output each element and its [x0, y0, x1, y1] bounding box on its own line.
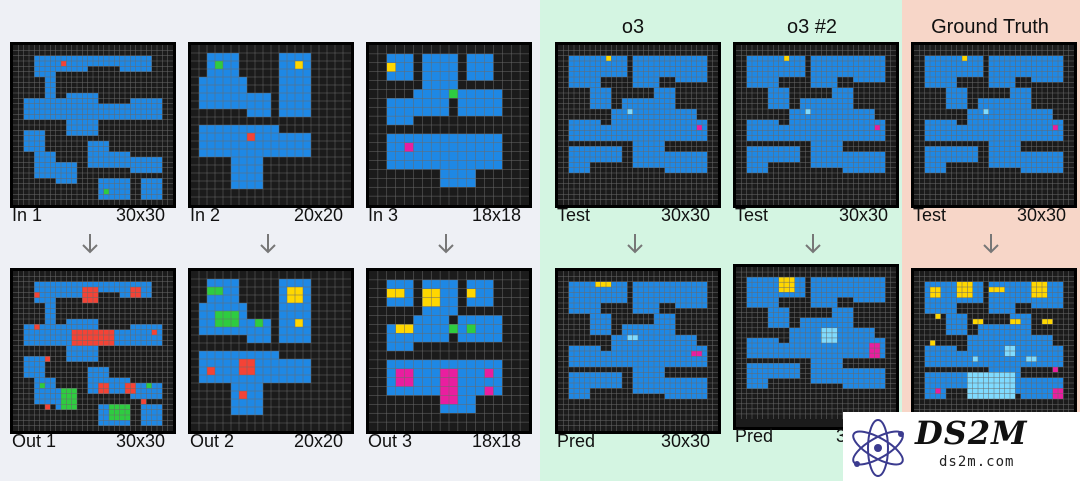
cyan-cell-block [821, 327, 838, 343]
yellow-cell-block [778, 277, 795, 293]
gt-test-label: Test [913, 205, 947, 225]
ground-truth-title: Ground Truth [931, 16, 1049, 38]
magenta-cell-block [935, 388, 941, 394]
yellow-cell-block [295, 319, 303, 327]
input-grid-3 [366, 42, 532, 208]
red-cell-block [45, 356, 51, 362]
cyan-cell-block [805, 109, 811, 115]
yellow-cell-block [1031, 281, 1048, 298]
red-cell-block [61, 61, 67, 67]
input-grid-2 [188, 42, 354, 208]
down-arrow-icon [436, 232, 456, 256]
down-arrow-icon [80, 232, 100, 256]
o3-pred-label: Pred [557, 431, 596, 451]
yellow-cell-block [935, 313, 941, 319]
o3-2-pred-label: Pred [735, 426, 774, 446]
gt-output-grid [911, 268, 1077, 434]
red-cell-block [82, 287, 99, 303]
output-grid-2 [188, 268, 354, 434]
input-size-3: 18x18 [471, 205, 521, 225]
output-grid-3 [366, 268, 532, 434]
magenta-cell-block [1052, 367, 1058, 373]
red-cell-block [45, 404, 51, 410]
o3-title: o3 [621, 16, 645, 38]
input-label-3: In 3 [368, 205, 399, 225]
red-cell-block [207, 367, 215, 375]
yellow-cell-block [784, 55, 790, 61]
red-cell-block [141, 399, 147, 405]
down-arrow-icon [258, 232, 278, 256]
magenta-cell-block [874, 125, 880, 131]
o3-2-pred-grid [733, 264, 899, 430]
input-size-1: 30x30 [115, 205, 165, 225]
o3-2-title: o3 #2 [786, 16, 838, 38]
gt-test-grid [911, 42, 1077, 208]
green-cell-block [466, 324, 476, 334]
o3-test-grid [555, 42, 721, 208]
output-label-3: Out 3 [368, 431, 413, 451]
magenta-cell-block [696, 125, 702, 131]
green-cell-block [255, 319, 263, 327]
cyan-cell-block [967, 372, 1016, 399]
down-arrow-icon [625, 232, 645, 256]
output-label-1: Out 1 [12, 431, 57, 451]
red-cell-block [239, 391, 247, 399]
o3-pred-size: 30x30 [660, 431, 710, 451]
yellow-cell-block [930, 340, 936, 346]
o3-2-test-size: 30x30 [838, 205, 888, 225]
red-cell-block [151, 329, 157, 335]
green-cell-block [146, 383, 152, 389]
blue-cell-block [386, 98, 414, 125]
yellow-cell-block [295, 61, 303, 69]
input-label-2: In 2 [190, 205, 221, 225]
down-arrow-icon [803, 232, 823, 256]
blue-cell-block [247, 93, 271, 117]
gt-test-size: 30x30 [1016, 205, 1066, 225]
o3-2-test-grid [733, 42, 899, 208]
magenta-cell-block [484, 386, 494, 396]
yellow-cell-block [988, 287, 1005, 293]
green-cell-block [39, 383, 45, 389]
output-size-2: 20x20 [293, 431, 343, 451]
blue-cell-block [466, 53, 494, 81]
output-size-3: 18x18 [471, 431, 521, 451]
cyan-cell-block [972, 356, 978, 362]
o3-2-test-label: Test [735, 205, 769, 225]
red-cell-block [34, 292, 40, 298]
input-size-2: 20x20 [293, 205, 343, 225]
o3-pred-grid [555, 268, 721, 434]
yellow-cell-block [606, 55, 612, 61]
yellow-cell-block [962, 55, 968, 61]
cyan-cell-block [627, 109, 633, 115]
output-label-2: Out 2 [190, 431, 235, 451]
yellow-cell-block [595, 281, 612, 287]
yellow-cell-block [956, 281, 973, 298]
magenta-cell-block [484, 368, 494, 378]
down-arrow-icon [981, 232, 1001, 256]
cyan-cell-block [983, 109, 989, 115]
yellow-cell-block [466, 288, 476, 298]
atom-icon [852, 419, 904, 477]
o3-test-size: 30x30 [660, 205, 710, 225]
red-cell-block [34, 324, 40, 330]
o3-test-label: Test [557, 205, 591, 225]
red-cell-block [247, 133, 255, 141]
o3-2-pred-size: 3 [836, 426, 847, 446]
green-cell-block [449, 89, 458, 99]
green-cell-block [215, 61, 223, 69]
logo-name: DS2M [915, 414, 1028, 452]
input-label-1: In 1 [12, 205, 43, 225]
logo-url: ds2m.com [939, 454, 1015, 470]
output-size-1: 30x30 [115, 431, 165, 451]
green-cell-block [103, 189, 109, 195]
green-cell-block [449, 324, 458, 334]
blue-cell-block [457, 315, 503, 343]
ds2m-logo: DS2M ds2m.com [843, 412, 1080, 481]
yellow-cell-block [386, 62, 396, 72]
magenta-cell-block [1052, 125, 1058, 131]
magenta-cell-block [404, 142, 414, 152]
input-grid-1 [10, 42, 176, 208]
output-grid-1 [10, 268, 176, 434]
blue-cell-block [457, 89, 503, 117]
